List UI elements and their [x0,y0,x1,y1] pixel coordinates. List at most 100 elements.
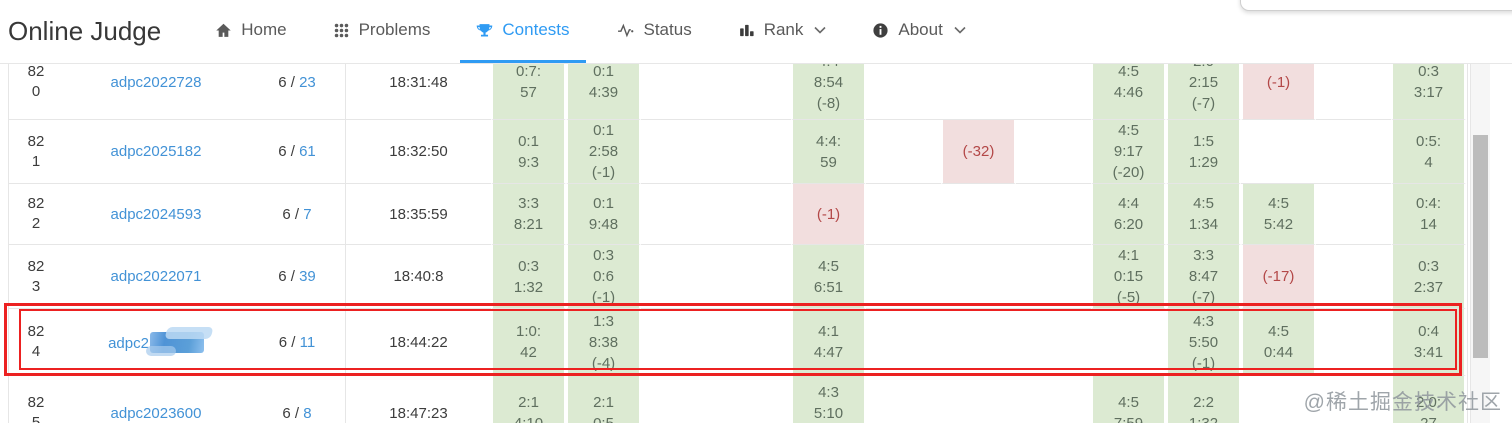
app-title: Online Judge [8,16,162,46]
result-cell-empty [1016,309,1091,376]
result-cell-failed: (-32) [941,120,1016,184]
chevron-down-icon [954,26,966,34]
result-cell-accepted: 4:48:54(-8) [791,63,866,120]
result-cell-accepted: 3:3 8:47 (-7) [1166,245,1241,309]
result-cell-failed: (-1) [1241,63,1316,120]
result-cell-empty [641,63,716,120]
result-cell-accepted: 0:1 9:3 [491,120,566,184]
result-cell-empty [716,120,791,184]
result-cell-accepted: 4:5 4:46 [1091,63,1166,120]
user-cell: adpc2024593 [63,184,249,245]
result-cell-empty [866,309,941,376]
solved-total: 6 / [282,404,304,422]
ranking-table-viewport: 82 0 adpc2022728 6 / 23 18:31:48 0:7: 57 0:1 4:3… [8,63,1468,423]
grid-icon [333,22,350,39]
total-time-cell: 18:40:8 [346,245,491,309]
result-cell-accepted: 2:10:5 [566,376,641,423]
solved-cell: 6 / 61 [249,120,346,184]
result-cell-accepted: 0:1 9:48 [566,184,641,245]
result-cell-accepted: 0:3 0:6 (-1) [566,245,641,309]
main-nav: Home Problems Contests [199,0,982,63]
info-icon [872,22,889,39]
result-cell-empty [641,120,716,184]
table-row: 82 0 adpc2022728 6 / 23 18:31:48 0:7: 57 0:1 4:3… [9,63,1466,120]
vertical-scrollbar-track[interactable] [1470,63,1490,423]
nav-item-contests[interactable]: Contests [460,0,586,63]
result-cell-empty [641,309,716,376]
result-cell-accepted: 2:0:27 [1391,376,1466,423]
submissions-link[interactable]: 7 [303,205,312,223]
nav-item-home[interactable]: Home [199,0,302,63]
result-cell-accepted: 4:5 1:34 [1166,184,1241,245]
rank-cell: 82 5 [9,376,63,423]
solved-cell: 6 / 23 [249,63,346,120]
result-cell-accepted: 0:1 4:39 [566,63,641,120]
result-cell-accepted: 1:3 8:38 (-4) [566,309,641,376]
trophy-icon [476,22,493,39]
user-link[interactable]: adpc2023600 [110,404,202,422]
rank-cell: 82 4 [9,309,63,376]
user-cell: adpc2 [63,309,249,376]
result-cell-accepted: 2:14:10 [491,376,566,423]
solved-total: 6 / [282,205,304,223]
result-cell-empty [716,63,791,120]
nav-item-about[interactable]: About [856,0,981,63]
total-time-cell: 18:35:59 [346,184,491,245]
solved-cell: 6 / 39 [249,245,346,309]
submissions-link[interactable]: 23 [299,73,316,91]
result-cell-empty [1241,120,1316,184]
nav-item-rank[interactable]: Rank [722,0,843,63]
submissions-link[interactable]: 39 [299,268,316,285]
vertical-scrollbar-thumb[interactable] [1473,135,1488,358]
nav-label: Status [643,20,692,39]
solved-total: 6 / [278,333,300,351]
result-cell-accepted: 0:3 3:17 [1391,63,1466,120]
result-cell-accepted: 0:7: 57 [491,63,566,120]
result-cell-empty [1316,120,1391,184]
result-cell-empty [716,245,791,309]
submissions-link[interactable]: 11 [299,333,316,351]
user-link[interactable]: adpc2022071 [110,268,202,285]
nav-item-problems[interactable]: Problems [317,0,447,63]
result-cell-empty [1016,376,1091,423]
result-cell-accepted: 4:35:10(-1) [791,376,866,423]
rank-cell: 82 1 [9,120,63,184]
result-cell-accepted: 2:21:32 [1166,376,1241,423]
result-cell-empty [866,63,941,120]
result-cell-empty [1316,184,1391,245]
result-cell-empty [1016,63,1091,120]
user-cell: adpc2023600 [63,376,249,423]
result-cell-empty [1316,376,1391,423]
result-cell-empty [641,376,716,423]
solved-total: 6 / [278,268,300,285]
solved-cell: 6 / 7 [249,184,346,245]
result-cell-failed: (-17) [1241,245,1316,309]
result-cell-accepted: 4:5 6:51 [791,245,866,309]
redaction-blob [145,331,204,356]
result-cell-accepted: 1:5 1:29 [1166,120,1241,184]
ranking-table: 82 0 adpc2022728 6 / 23 18:31:48 0:7: 57 0:1 4:3… [9,63,1466,423]
result-cell-empty [866,184,941,245]
result-cell-accepted: 4:3 5:50 (-1) [1166,309,1241,376]
user-link[interactable]: adpc2022728 [110,73,202,91]
solved-total: 6 / [278,73,300,91]
rank-cell: 82 0 [9,63,63,120]
user-link[interactable]: adpc2 [108,334,149,352]
home-icon [215,22,232,39]
table-row: 82 1 adpc2025182 6 / 61 18:32:50 0:1 9:3 0:1 2:5… [9,120,1466,184]
browser-overlay-fragment [1240,0,1512,11]
user-link[interactable]: adpc2024593 [110,205,202,223]
nav-item-status[interactable]: Status [600,0,708,63]
result-cell-empty [941,184,1016,245]
result-cell-accepted: 4:1 4:47 [791,309,866,376]
nav-label: Problems [358,20,431,39]
result-cell-empty [941,309,1016,376]
nav-label: About [898,20,943,39]
table-row: 82 4 adpc2 6 / 11 18:44:22 1:0: 42 1:3 8:38 (-4) 4… [9,309,1466,376]
submissions-link[interactable]: 61 [299,143,316,160]
result-cell-empty [941,376,1016,423]
submissions-link[interactable]: 8 [303,404,312,422]
user-link[interactable]: adpc2025182 [110,143,202,160]
result-cell-empty [1091,309,1166,376]
result-cell-accepted: 4:5 0:44 [1241,309,1316,376]
